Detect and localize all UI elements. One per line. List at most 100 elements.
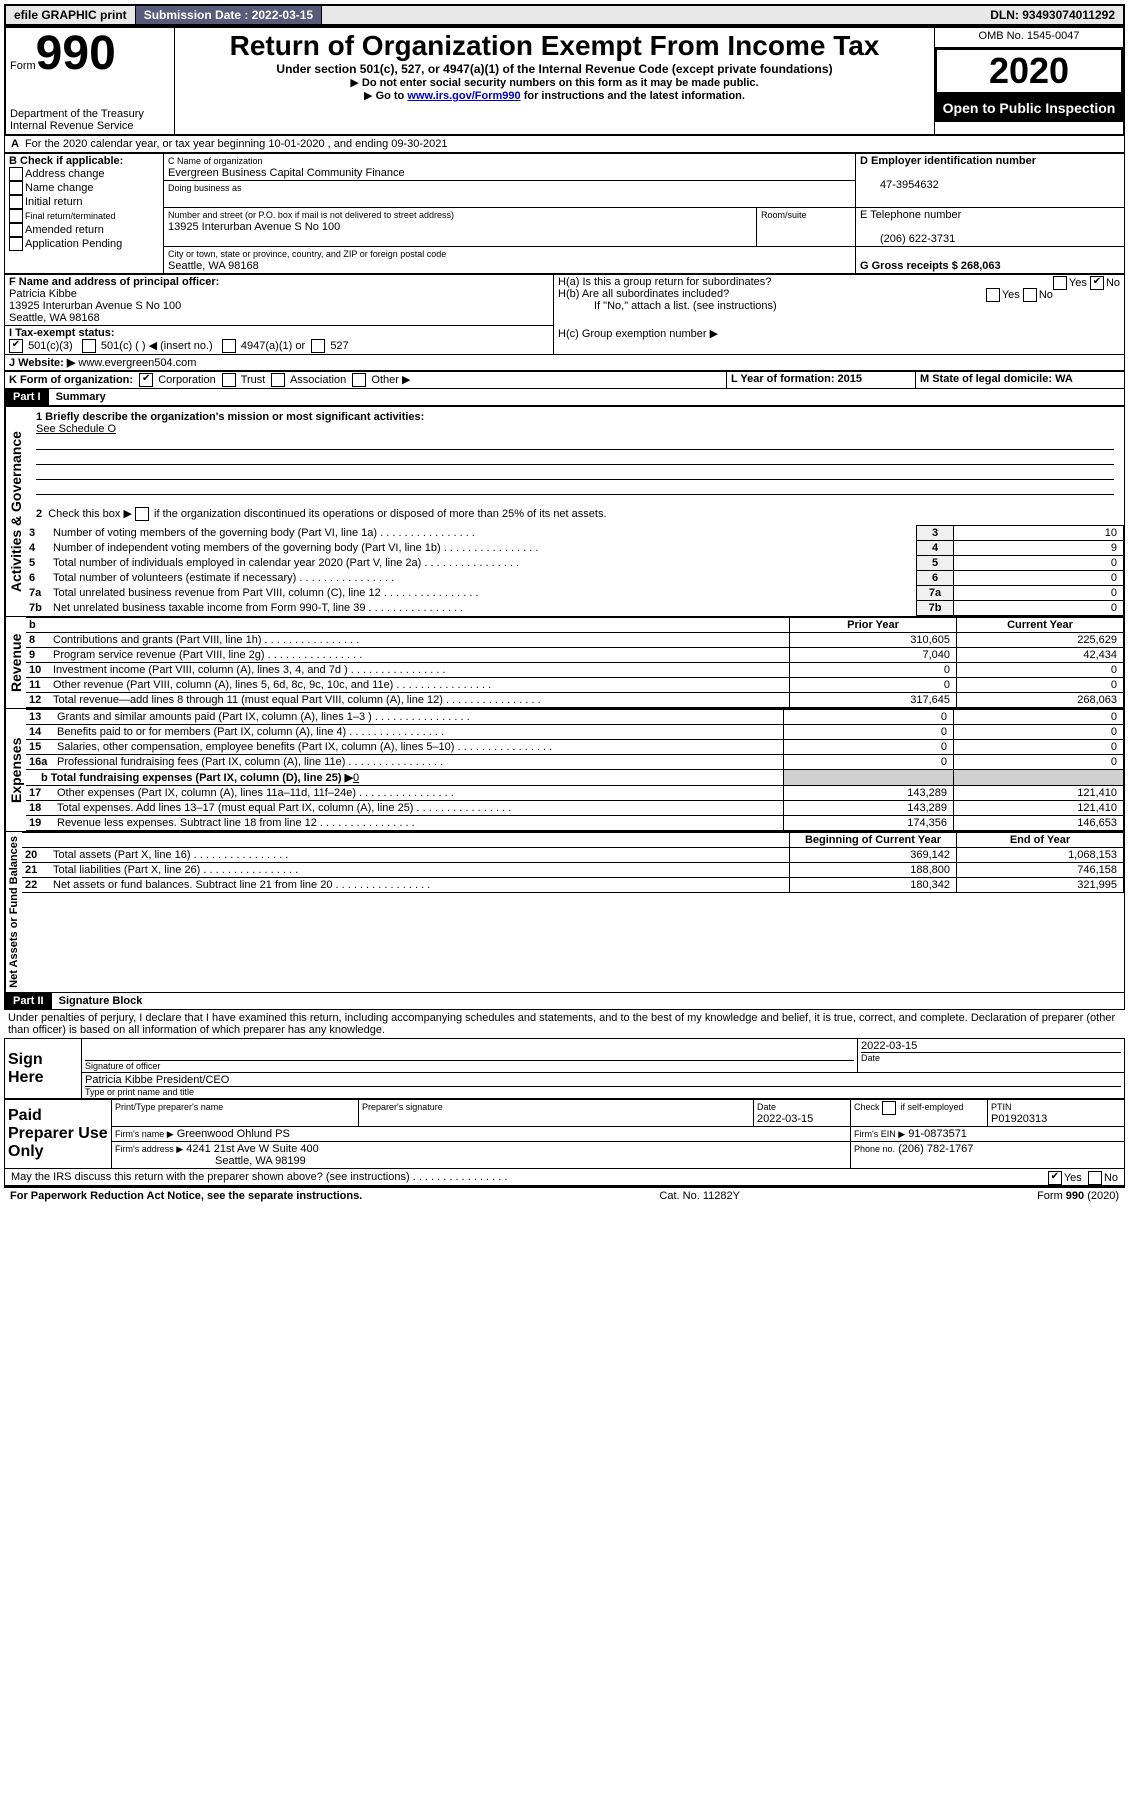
firm-phone: (206) 782-1767	[898, 1143, 973, 1155]
cb-initial-return[interactable]	[9, 195, 23, 209]
dba-label: Doing business as	[168, 183, 242, 193]
cb-discuss-yes[interactable]	[1048, 1171, 1062, 1185]
cb-hb-yes[interactable]	[986, 288, 1000, 302]
opt-corp: Corporation	[158, 374, 215, 386]
discuss-no: No	[1104, 1172, 1118, 1184]
opt-501c3: 501(c)(3)	[28, 340, 73, 352]
opt-app-pending: Application Pending	[25, 238, 122, 250]
ha-no: No	[1106, 277, 1120, 289]
part1-title: Summary	[52, 391, 106, 403]
cb-501c3[interactable]	[9, 339, 23, 353]
cb-501c[interactable]	[82, 339, 96, 353]
cb-final-return[interactable]	[9, 209, 23, 223]
prep-date: 2022-03-15	[757, 1113, 813, 1125]
hc-label: H(c) Group exemption number ▶	[558, 328, 718, 340]
ein-value: 47-3954632	[860, 179, 939, 191]
revenue-table: bPrior YearCurrent Year8Contributions an…	[26, 617, 1124, 708]
dln-label: DLN: 93493074011292	[982, 6, 1123, 24]
firm-addr1: 4241 21st Ave W Suite 400	[186, 1143, 319, 1155]
cb-name-change[interactable]	[9, 181, 23, 195]
paid-label: Paid Preparer Use Only	[5, 1100, 112, 1169]
hb-yes: Yes	[1002, 289, 1020, 301]
declaration-text: Under penalties of perjury, I declare th…	[4, 1010, 1125, 1038]
cb-4947[interactable]	[222, 339, 236, 353]
omb-number: OMB No. 1545-0047	[935, 27, 1125, 47]
opt-name-change: Name change	[25, 182, 94, 194]
cb-discuss-no[interactable]	[1088, 1171, 1102, 1185]
firm-name-label: Firm's name ▶	[115, 1129, 174, 1139]
line1-label: 1 Briefly describe the organization's mi…	[36, 411, 424, 423]
city-value: Seattle, WA 98168	[168, 260, 259, 272]
ptin-value: P01920313	[991, 1113, 1047, 1125]
dept-irs: Internal Revenue Service	[10, 120, 170, 132]
line1-value: See Schedule O	[36, 423, 116, 435]
vlabel-revenue: Revenue	[5, 617, 26, 708]
expenses-table: 13Grants and similar amounts paid (Part …	[26, 709, 1124, 831]
cb-amended[interactable]	[9, 223, 23, 237]
fhij-block: F Name and address of principal officer:…	[4, 274, 1125, 371]
klm-block: K Form of organization: Corporation Trus…	[4, 371, 1125, 389]
cb-527[interactable]	[311, 339, 325, 353]
form-label: Form	[10, 60, 36, 72]
room-label: Room/suite	[761, 210, 807, 220]
identity-block: B Check if applicable: Address change Na…	[4, 153, 1125, 274]
cb-trust[interactable]	[222, 373, 236, 387]
irs-link[interactable]: www.irs.gov/Form990	[407, 90, 520, 102]
box-c-name-label: C Name of organization	[168, 156, 263, 166]
cb-app-pending[interactable]	[9, 237, 23, 251]
cb-other[interactable]	[352, 373, 366, 387]
form-subtitle: Under section 501(c), 527, or 4947(a)(1)…	[179, 62, 930, 76]
cb-ha-yes[interactable]	[1053, 276, 1067, 290]
part2-header: Part II	[5, 993, 52, 1009]
cb-discontinued[interactable]	[135, 507, 149, 521]
form-number: 990	[36, 27, 116, 80]
officer-name: Patricia Kibbe	[9, 288, 77, 300]
vlabel-expenses: Expenses	[5, 709, 26, 831]
sign-here-label: Sign Here	[5, 1039, 82, 1099]
street-address: 13925 Interurban Avenue S No 100	[168, 221, 340, 233]
sig-date-label: Date	[861, 1052, 1121, 1063]
netassets-section: Net Assets or Fund Balances Beginning of…	[4, 832, 1125, 993]
firm-phone-label: Phone no.	[854, 1144, 895, 1154]
ptin-label: PTIN	[991, 1102, 1012, 1112]
addr-label: Number and street (or P.O. box if mail i…	[168, 210, 454, 220]
city-label: City or town, state or province, country…	[168, 249, 446, 259]
pra-notice: For Paperwork Reduction Act Notice, see …	[10, 1190, 362, 1202]
box-g: G Gross receipts $ 268,063	[860, 260, 1001, 272]
cb-ha-no[interactable]	[1090, 276, 1104, 290]
firm-addr-label: Firm's address ▶	[115, 1144, 183, 1154]
governance-table: 3Number of voting members of the governi…	[26, 525, 1124, 616]
discuss-label: May the IRS discuss this return with the…	[11, 1171, 410, 1183]
opt-4947: 4947(a)(1) or	[241, 340, 305, 352]
cb-assoc[interactable]	[271, 373, 285, 387]
cb-self-emp[interactable]	[882, 1101, 896, 1115]
sig-officer-label: Signature of officer	[85, 1060, 854, 1071]
cb-corp[interactable]	[139, 373, 153, 387]
opt-initial-return: Initial return	[25, 196, 82, 208]
phone-value: (206) 622-3731	[860, 233, 955, 245]
opt-501c: 501(c) ( ) ◀ (insert no.)	[101, 340, 213, 352]
dept-treasury: Department of the Treasury	[10, 108, 170, 120]
type-label: Type or print name and title	[85, 1086, 1121, 1097]
box-d-label: D Employer identification number	[860, 155, 1036, 167]
self-emp-label: Check if self-employed	[854, 1102, 964, 1112]
box-i-label: I Tax-exempt status:	[9, 327, 115, 339]
submission-date-button[interactable]: Submission Date : 2022-03-15	[136, 6, 322, 24]
tax-year: 2020	[935, 48, 1123, 94]
expenses-section: Expenses 13Grants and similar amounts pa…	[4, 709, 1125, 832]
form-footer: Form 990 (2020)	[1037, 1190, 1119, 1202]
box-f-label: F Name and address of principal officer:	[9, 276, 219, 288]
part1-body: Activities & Governance 1 Briefly descri…	[4, 406, 1125, 617]
note-link: Go to www.irs.gov/Form990 for instructio…	[179, 89, 930, 102]
cb-address-change[interactable]	[9, 167, 23, 181]
cb-hb-no[interactable]	[1023, 288, 1037, 302]
sig-date: 2022-03-15	[861, 1040, 917, 1052]
opt-527: 527	[330, 340, 348, 352]
hb-label: H(b) Are all subordinates included?	[558, 288, 729, 300]
opt-address-change: Address change	[25, 168, 105, 180]
discuss-row: May the IRS discuss this return with the…	[4, 1169, 1125, 1186]
top-bar: efile GRAPHIC print Submission Date : 20…	[4, 4, 1125, 26]
efile-label: efile GRAPHIC print	[6, 6, 136, 24]
paid-preparer-block: Paid Preparer Use Only Print/Type prepar…	[4, 1099, 1125, 1169]
firm-ein: 91-0873571	[908, 1128, 967, 1140]
